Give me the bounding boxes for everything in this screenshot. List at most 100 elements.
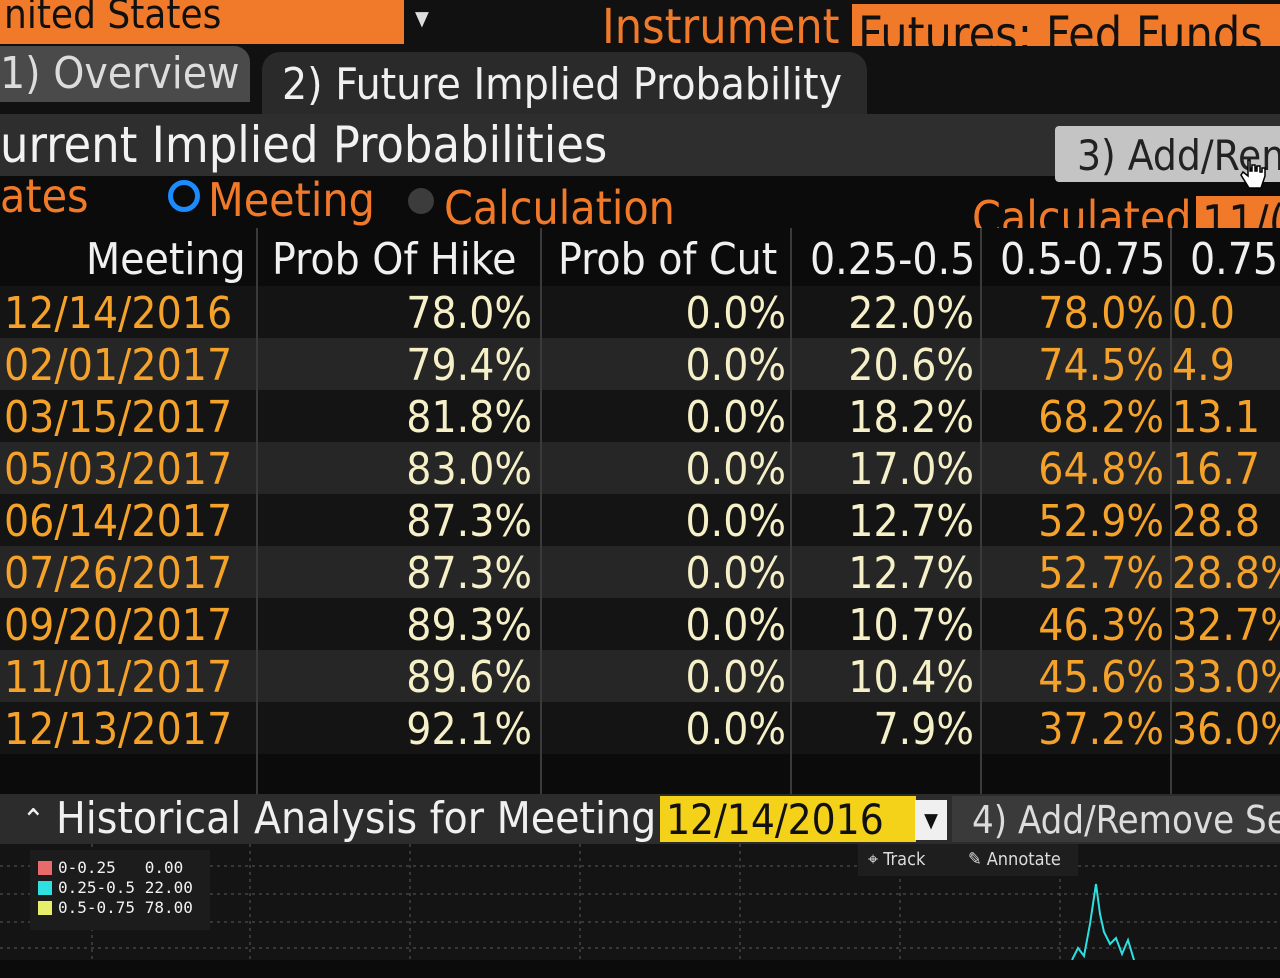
table-row[interactable]: 06/14/2017 87.3% 0.0% 12.7% 52.9% 28.8 [0, 494, 1280, 547]
chart-legend: 0-0.25 0.00 0.25-0.5 22.00 0.5-0.75 78.0… [30, 850, 210, 930]
prob-hike: 87.3% [406, 548, 532, 599]
chevron-down-icon[interactable]: ▼ [915, 800, 947, 840]
prob-cut: 0.0% [685, 444, 786, 495]
calculation-radio[interactable] [408, 188, 434, 214]
tab-overview[interactable]: 1) Overview [0, 46, 250, 102]
range-025-05: 7.9% [873, 704, 974, 755]
range-05-075: 37.2% [1038, 704, 1164, 755]
annotate-button[interactable]: ✎ Annotate [958, 844, 1078, 876]
prob-cut: 0.0% [685, 496, 786, 547]
series-line-025-05 [1071, 883, 1135, 960]
table-row[interactable]: 05/03/2017 83.0% 0.0% 17.0% 64.8% 16.7 [0, 442, 1280, 495]
range-025-05: 18.2% [848, 392, 974, 443]
meeting-date: 05/03/2017 [4, 444, 233, 495]
column-divider [540, 228, 542, 794]
range-075: 28.8% [1172, 548, 1280, 599]
column-header-range-05-075[interactable]: 0.5-0.75 [1000, 234, 1166, 285]
add-remove-button[interactable]: 3) Add/Rem [1055, 126, 1280, 182]
column-header-range-025-05[interactable]: 0.25-0.5 [810, 234, 976, 285]
table-row[interactable]: 07/26/2017 87.3% 0.0% 12.7% 52.7% 28.8% [0, 546, 1280, 599]
meeting-date-field[interactable]: 12/14/2016 [660, 796, 916, 844]
range-075: 32.7% [1172, 600, 1280, 651]
column-header-range-075[interactable]: 0.75 [1190, 234, 1279, 285]
table-row[interactable]: 09/20/2017 89.3% 0.0% 10.7% 46.3% 32.7% [0, 598, 1280, 651]
range-05-075: 52.7% [1038, 548, 1164, 599]
instrument-label: Instrument [602, 0, 840, 55]
country-selector[interactable]: nited States [0, 0, 404, 44]
range-075: 33.0% [1172, 652, 1280, 703]
meeting-date: 03/15/2017 [4, 392, 233, 443]
table-row[interactable]: 03/15/2017 81.8% 0.0% 18.2% 68.2% 13.1 [0, 390, 1280, 443]
prob-hike: 78.0% [406, 288, 532, 339]
crosshair-icon: ⌖ [868, 849, 884, 870]
prob-cut: 0.0% [685, 652, 786, 703]
prob-hike: 79.4% [406, 340, 532, 391]
tab-future-implied-probability[interactable]: 2) Future Implied Probability [262, 52, 867, 116]
column-divider [1170, 228, 1172, 794]
prob-hike: 81.8% [406, 392, 532, 443]
range-025-05: 22.0% [848, 288, 974, 339]
column-divider [256, 228, 258, 794]
column-header-meeting[interactable]: Meeting [86, 234, 246, 285]
range-075: 36.0% [1172, 704, 1280, 755]
meeting-date: 12/14/2016 [4, 288, 233, 339]
table-row[interactable]: 12/14/2016 78.0% 0.0% 22.0% 78.0% 0.0 [0, 286, 1280, 339]
range-075: 4.9 [1172, 340, 1235, 391]
legend-item-025-05: 0.25-0.5 22.00 [38, 878, 193, 898]
range-075: 0.0 [1172, 288, 1235, 339]
pencil-icon: ✎ [968, 849, 987, 870]
prob-hike: 89.6% [406, 652, 532, 703]
range-05-075: 78.0% [1038, 288, 1164, 339]
prob-cut: 0.0% [685, 340, 786, 391]
prob-cut: 0.0% [685, 548, 786, 599]
meeting-date: 07/26/2017 [4, 548, 233, 599]
probability-table: 12/14/2016 78.0% 0.0% 22.0% 78.0% 0.0 02… [0, 228, 1280, 794]
meeting-date: 09/20/2017 [4, 600, 233, 651]
legend-swatch [38, 881, 52, 895]
legend-swatch [38, 901, 52, 915]
column-header-prob-cut[interactable]: Prob of Cut [558, 234, 778, 285]
table-row[interactable]: 02/01/2017 79.4% 0.0% 20.6% 74.5% 4.9 [0, 338, 1280, 391]
range-025-05: 12.7% [848, 496, 974, 547]
hand-cursor-icon [1240, 159, 1266, 189]
range-05-075: 46.3% [1038, 600, 1164, 651]
column-header-prob-hike[interactable]: Prob Of Hike [272, 234, 517, 285]
prob-cut: 0.0% [685, 392, 786, 443]
column-divider [980, 228, 982, 794]
range-05-075: 68.2% [1038, 392, 1164, 443]
section-title: urrent Implied Probabilities [0, 116, 608, 174]
meeting-date: 06/14/2017 [4, 496, 233, 547]
legend-item-05-075: 0.5-0.75 78.00 [38, 898, 193, 918]
range-05-075: 45.6% [1038, 652, 1164, 703]
calculation-option-label[interactable]: Calculation [444, 181, 675, 235]
meeting-date: 02/01/2017 [4, 340, 233, 391]
range-05-075: 74.5% [1038, 340, 1164, 391]
collapse-caret-icon[interactable]: ⌃ [22, 803, 45, 838]
historical-analysis-title: Historical Analysis for Meeting [56, 793, 657, 844]
dates-label: ates [0, 169, 89, 223]
legend-item-0-025: 0-0.25 0.00 [38, 858, 183, 878]
range-025-05: 12.7% [848, 548, 974, 599]
range-075: 13.1 [1172, 392, 1261, 443]
add-remove-series-button[interactable]: 4) Add/Remove Ser [952, 796, 1280, 842]
table-row[interactable]: 11/01/2017 89.6% 0.0% 10.4% 45.6% 33.0% [0, 650, 1280, 703]
meeting-date: 11/01/2017 [4, 652, 233, 703]
legend-swatch [38, 861, 52, 875]
track-button[interactable]: ⌖ Track [858, 844, 960, 876]
table-row[interactable]: 12/13/2017 92.1% 0.0% 7.9% 37.2% 36.0% [0, 702, 1280, 755]
range-025-05: 17.0% [848, 444, 974, 495]
meeting-date: 12/13/2017 [4, 704, 233, 755]
prob-cut: 0.0% [685, 288, 786, 339]
prob-cut: 0.0% [685, 600, 786, 651]
prob-cut: 0.0% [685, 704, 786, 755]
chevron-down-icon[interactable]: ▼ [415, 6, 429, 30]
prob-hike: 87.3% [406, 496, 532, 547]
meeting-option-label[interactable]: Meeting [208, 173, 375, 227]
prob-hike: 89.3% [406, 600, 532, 651]
range-075: 28.8 [1172, 496, 1261, 547]
range-025-05: 10.4% [848, 652, 974, 703]
meeting-radio[interactable] [168, 180, 200, 212]
range-025-05: 20.6% [848, 340, 974, 391]
range-05-075: 52.9% [1038, 496, 1164, 547]
range-075: 16.7 [1172, 444, 1261, 495]
